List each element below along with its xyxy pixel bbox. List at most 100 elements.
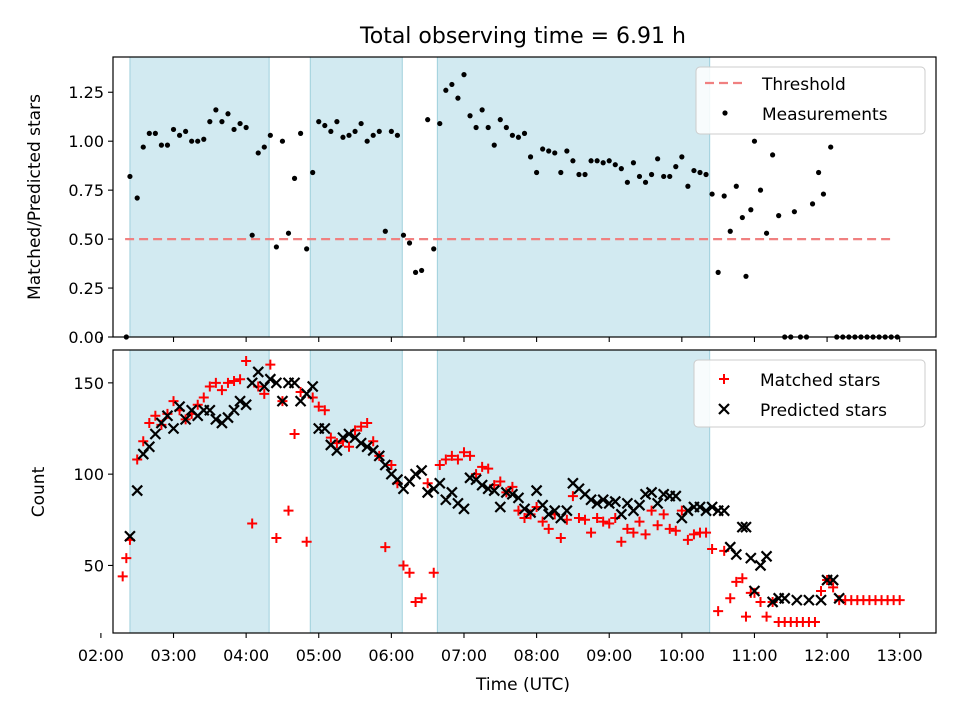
measurement-point [243, 124, 249, 131]
measurement-point [443, 87, 449, 93]
matched-star-marker [567, 491, 578, 502]
chart-title: Total observing time = 6.91 h [359, 24, 686, 49]
matched-star-marker [416, 593, 427, 604]
matched-star-marker [761, 611, 772, 622]
x-tick-label: 13:00 [877, 646, 923, 665]
measurement-point [733, 183, 739, 189]
matched-star-marker [519, 512, 530, 523]
x-tick-label: 10:00 [659, 646, 705, 665]
matched-star-marker [410, 596, 421, 607]
measurement-point [437, 120, 443, 127]
observing-interval-band [309, 56, 403, 338]
measurement-point [473, 124, 479, 131]
matched-star-marker [634, 516, 645, 527]
predicted-star-marker [585, 493, 597, 506]
matched-star-marker [580, 514, 591, 525]
measurement-point [558, 169, 564, 176]
predicted-star-marker [494, 501, 507, 513]
measurement-point [721, 193, 727, 199]
predicted-star-marker [791, 594, 803, 606]
measurement-point [709, 191, 715, 197]
predicted-star-marker [530, 484, 543, 497]
x-tick-label: 03:00 [150, 646, 196, 665]
matched-star-marker [283, 505, 294, 516]
x-tick-label: 07:00 [441, 646, 487, 665]
measurement-point [376, 128, 382, 135]
predicted-star-marker [591, 497, 603, 510]
y-tick-label: 150 [73, 374, 104, 393]
measurement-point [727, 228, 733, 234]
predicted-star-marker [561, 504, 573, 517]
measurement-point [455, 95, 461, 101]
predicted-star-marker [306, 380, 319, 393]
y-tick-label: 1.25 [68, 83, 104, 102]
predicted-star-marker [651, 497, 664, 510]
predicted-star-marker [536, 499, 549, 511]
matched-star-marker [301, 536, 312, 547]
matched-star-marker [598, 516, 609, 527]
predicted-star-marker [276, 395, 289, 407]
measurement-point [237, 120, 243, 127]
measurement-point [679, 154, 685, 160]
predicted-star-marker [173, 400, 186, 413]
matched-star-marker [707, 544, 718, 555]
matched-star-marker [713, 606, 724, 617]
measurement-point [697, 169, 703, 176]
predicted-star-marker [234, 395, 246, 407]
predicted-star-marker [754, 559, 767, 572]
measurement-point [285, 230, 292, 236]
measurement-point [346, 132, 352, 138]
predicted-star-marker [210, 413, 222, 426]
matched-star-marker [198, 392, 209, 403]
y-tick-label: 0.00 [68, 328, 104, 347]
measurement-point [370, 132, 376, 138]
y-tick-label: 0.50 [68, 230, 104, 249]
measurement-point [497, 117, 503, 123]
predicted-star-marker [270, 377, 283, 389]
predicted-star-marker [264, 373, 277, 385]
matched-star-marker [265, 359, 276, 370]
matched-star-marker [192, 399, 203, 410]
matched-star-marker [210, 377, 221, 388]
measurement-point [582, 171, 588, 178]
measurement-point [225, 111, 231, 117]
legend: Threshold Measurements [695, 66, 926, 135]
predicted-star-marker [476, 479, 488, 491]
matched-star-marker [592, 512, 603, 523]
predicted-star-marker [506, 488, 519, 501]
predicted-star-marker [645, 486, 658, 499]
predicted-star-marker [542, 508, 555, 521]
measurement-point [624, 179, 630, 185]
measurement-point [406, 240, 413, 246]
measurement-point [322, 122, 328, 129]
predicted-star-marker [409, 468, 422, 480]
matched-star-marker [688, 529, 699, 540]
measurement-point [127, 173, 133, 180]
matched-star-marker [495, 476, 506, 487]
measurement-point [703, 171, 709, 178]
matched-star-marker [380, 542, 391, 553]
matched-star-marker [816, 586, 827, 597]
matched-star-marker [586, 527, 597, 538]
measurement-point [467, 113, 473, 119]
predicted-star-marker [240, 398, 252, 411]
predicted-star-marker [815, 594, 827, 606]
series-matched-stars [117, 355, 905, 628]
matched-star-marker [616, 536, 627, 547]
matched-star-marker [543, 523, 554, 534]
predicted-star-marker [718, 504, 730, 517]
measurement-point [540, 146, 546, 152]
measurement-point [358, 120, 364, 127]
measurement-point [267, 132, 273, 138]
matched-star-marker [117, 571, 128, 582]
measurement-point [201, 136, 207, 142]
measurement-point [412, 269, 419, 275]
top-y-axis-label: Matched/Predicted stars [25, 94, 45, 300]
x-tick-label: 02:00 [78, 646, 124, 665]
matched-star-marker [434, 460, 445, 471]
predicted-star-marker [778, 592, 791, 605]
measurement-point [673, 164, 679, 170]
predicted-star-marker [833, 592, 845, 605]
measurement-point [776, 213, 782, 219]
measurement-point [279, 138, 286, 144]
